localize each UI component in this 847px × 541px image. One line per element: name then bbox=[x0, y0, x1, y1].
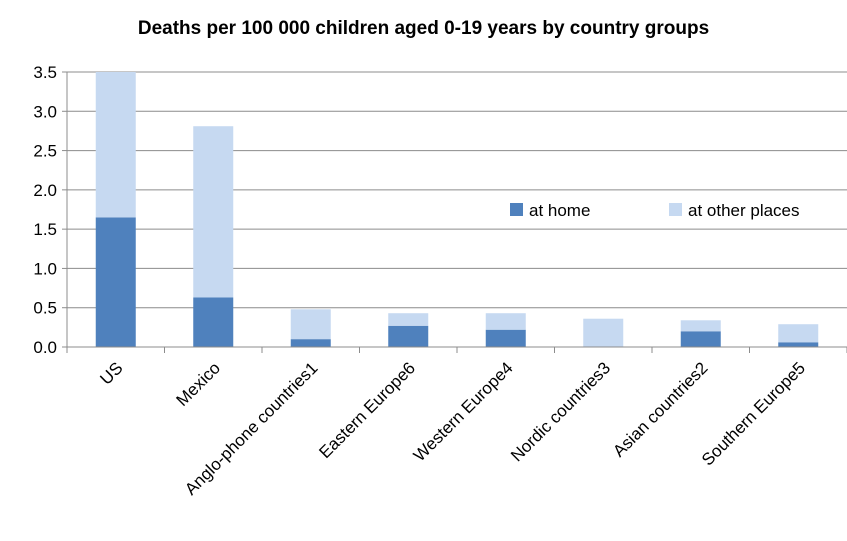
y-tick-label: 3.0 bbox=[33, 102, 57, 121]
legend-swatch bbox=[510, 203, 523, 216]
bar-at-other-places bbox=[95, 72, 136, 218]
x-category-label: Asian countries2 bbox=[609, 358, 711, 460]
bar-at-home bbox=[95, 217, 136, 347]
x-category-label: Western Europe4 bbox=[410, 358, 517, 465]
bar-at-home bbox=[193, 297, 234, 347]
bar-at-home bbox=[680, 331, 721, 347]
bar-at-other-places bbox=[485, 313, 526, 330]
x-category-label: US bbox=[96, 358, 126, 388]
y-tick-label: 0.0 bbox=[33, 338, 57, 357]
bar-at-other-places bbox=[778, 324, 819, 343]
y-tick-label: 2.5 bbox=[33, 142, 57, 161]
y-tick-label: 3.5 bbox=[33, 63, 57, 82]
x-category-label: Eastern Europe6 bbox=[315, 358, 419, 462]
bar-at-home bbox=[485, 329, 526, 347]
bar-at-other-places bbox=[290, 309, 331, 340]
x-category-label: Mexico bbox=[173, 358, 225, 410]
bars bbox=[95, 72, 819, 347]
gridlines bbox=[67, 71, 847, 309]
bar-at-home bbox=[778, 342, 819, 347]
bar-at-home bbox=[290, 339, 331, 347]
y-tick-label: 1.5 bbox=[33, 220, 57, 239]
legend-swatch bbox=[669, 203, 682, 216]
x-category-label: Nordic countries3 bbox=[507, 358, 614, 465]
x-category-label: Southern Europe5 bbox=[698, 358, 809, 469]
legend: at home at other places bbox=[510, 201, 800, 220]
bar-at-other-places bbox=[680, 320, 721, 332]
legend-label: at other places bbox=[688, 201, 800, 220]
bar-at-other-places bbox=[388, 313, 429, 326]
legend-label: at home bbox=[529, 201, 590, 220]
y-tick-label: 2.0 bbox=[33, 181, 57, 200]
y-tick-label: 0.5 bbox=[33, 299, 57, 318]
y-tick-label: 1.0 bbox=[33, 259, 57, 278]
axes: 0.00.51.01.52.02.53.03.5US MexicoAnglo-ph… bbox=[33, 63, 847, 499]
chart-title: Deaths per 100 000 children aged 0-19 ye… bbox=[137, 18, 710, 39]
bar-at-other-places bbox=[583, 318, 624, 347]
bar-at-home bbox=[388, 325, 429, 347]
bar-at-other-places bbox=[193, 126, 234, 298]
